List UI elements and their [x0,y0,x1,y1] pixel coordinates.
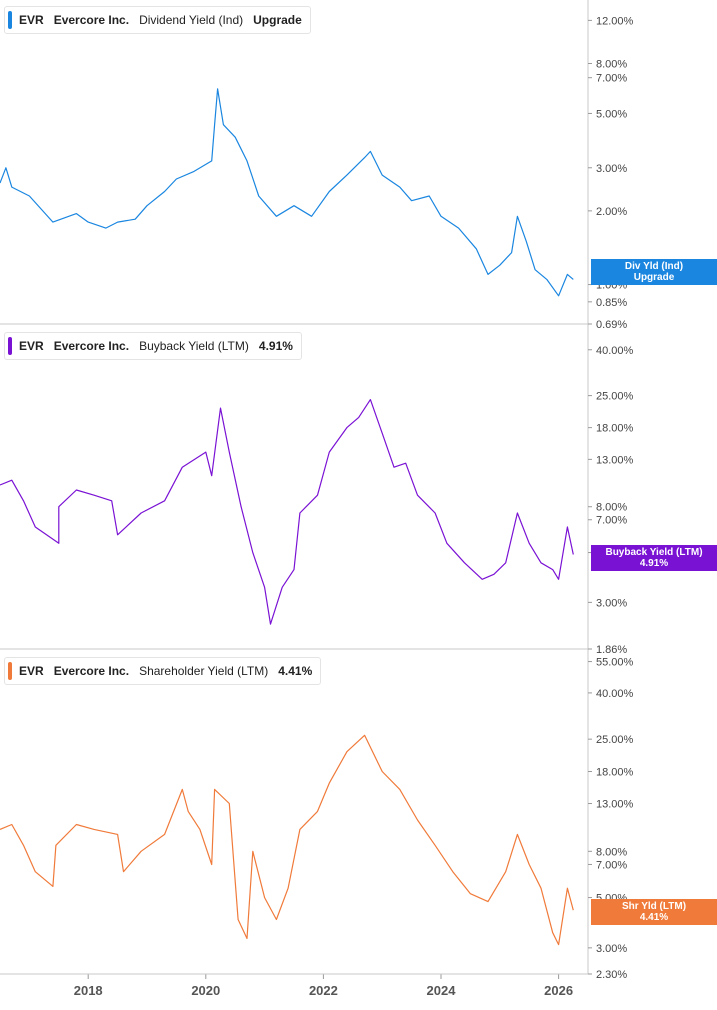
y-tick-label: 25.00% [596,734,634,746]
y-tick-label: 18.00% [596,766,634,778]
legend-swatch [8,662,12,680]
y-tick-label: 13.00% [596,454,634,466]
y-tick-label: 3.00% [596,163,627,175]
y-tick-label: 25.00% [596,391,634,403]
y-tick-label: 12.00% [596,15,634,27]
legend-swatch [8,11,12,29]
y-tick-label: 18.00% [596,423,634,435]
legend-value: 4.91% [258,339,293,353]
y-tick-label: 8.00% [596,846,627,858]
legend-company: Evercore Inc. [53,13,130,27]
legend-ticker: EVR [19,664,44,678]
y-tick-label: 13.00% [596,799,634,811]
x-tick-label: 2026 [544,983,573,998]
series-line [0,88,574,297]
value-tag-line1: Div Yld (Ind) [624,261,684,272]
legend-value: Upgrade [253,13,302,27]
y-tick-label: 0.85% [596,297,627,309]
y-tick-label: 1.86% [596,644,627,656]
y-tick-label: 2.00% [596,206,627,218]
y-tick-label: 3.00% [596,943,627,955]
value-tag-line2: Upgrade [633,272,675,283]
value-tag-dividend-yield: Div Yld (Ind) Upgrade [591,259,717,285]
legend-ticker: EVR [19,13,44,27]
legend-swatch [8,337,12,355]
y-tick-label: 2.30% [596,969,627,981]
y-tick-label: 55.00% [596,657,634,669]
value-tag-line1: Shr Yld (LTM) [621,901,687,912]
series-line [0,734,574,946]
y-tick-label: 8.00% [596,502,627,514]
y-tick-label: 0.69% [596,319,627,331]
series-line [0,399,574,625]
legend-dividend-yield: EVR Evercore Inc. Dividend Yield (Ind) U… [4,6,311,34]
value-tag-line2: 4.91% [639,558,669,569]
y-tick-label: 3.00% [596,597,627,609]
legend-company: Evercore Inc. [53,664,130,678]
y-tick-label: 40.00% [596,688,634,700]
y-tick-label: 40.00% [596,345,634,357]
y-tick-label: 8.00% [596,58,627,70]
legend-metric: Buyback Yield (LTM) [139,339,249,353]
value-tag-shareholder-yield: Shr Yld (LTM) 4.41% [591,899,717,925]
x-tick-label: 2024 [427,983,457,998]
y-tick-label: 7.00% [596,515,627,527]
x-tick-label: 2018 [74,983,103,998]
legend-ticker: EVR [19,339,44,353]
legend-metric: Shareholder Yield (LTM) [139,664,269,678]
y-tick-label: 5.00% [596,108,627,120]
legend-buyback-yield: EVR Evercore Inc. Buyback Yield (LTM) 4.… [4,332,302,360]
value-tag-line1: Buyback Yield (LTM) [605,547,703,558]
value-tag-buyback-yield: Buyback Yield (LTM) 4.91% [591,545,717,571]
legend-value: 4.41% [278,664,313,678]
x-tick-label: 2022 [309,983,338,998]
legend-company: Evercore Inc. [53,339,130,353]
legend-shareholder-yield: EVR Evercore Inc. Shareholder Yield (LTM… [4,657,322,685]
legend-metric: Dividend Yield (Ind) [139,13,244,27]
y-tick-label: 7.00% [596,859,627,871]
value-tag-line2: 4.41% [639,912,669,923]
x-tick-label: 2020 [191,983,220,998]
y-tick-label: 7.00% [596,73,627,85]
